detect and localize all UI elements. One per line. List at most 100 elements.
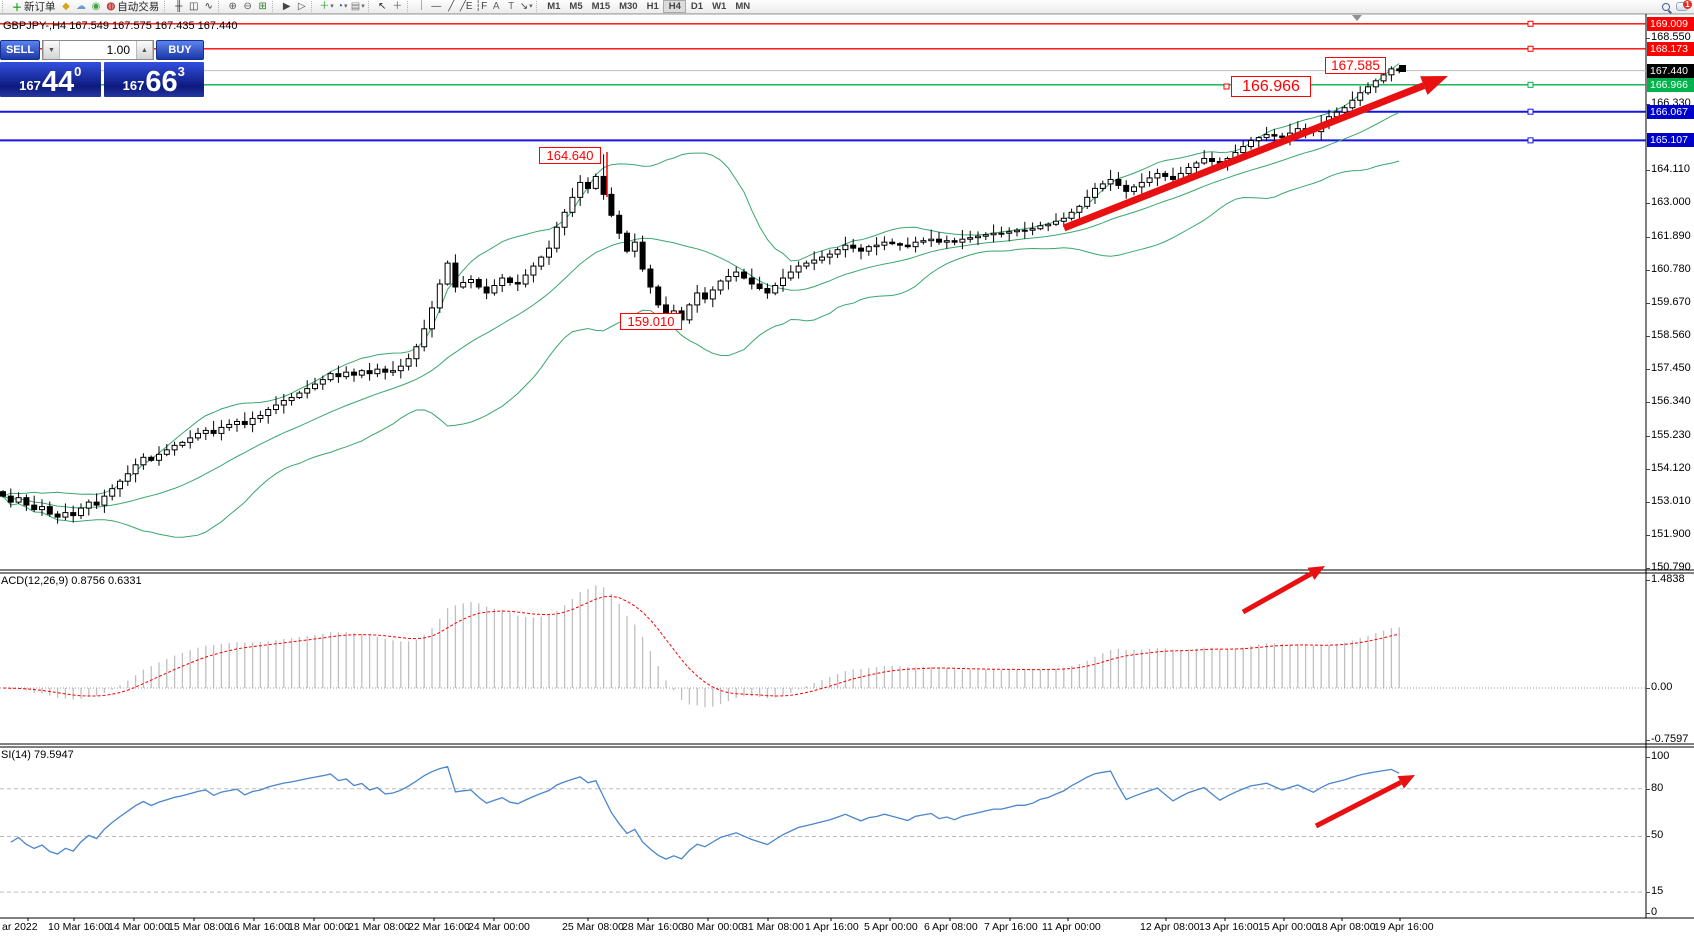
time-axis-label: 7 Apr 16:00 bbox=[984, 921, 1038, 933]
horizontal-level-lines bbox=[0, 15, 1646, 144]
trend-arrow-head[interactable] bbox=[1307, 566, 1325, 580]
time-axis-label: 11 Apr 00:00 bbox=[1042, 921, 1101, 933]
timeframe-m30[interactable]: M30 bbox=[619, 1, 638, 12]
templates-icon[interactable]: ▤ ▾ bbox=[350, 1, 365, 12]
trendline-icon[interactable]: ╱ bbox=[448, 1, 455, 12]
price-tick-label: 159.670 bbox=[1646, 295, 1691, 308]
timeframe-m15[interactable]: M15 bbox=[591, 1, 611, 12]
volume-stepper: ▼ 1.00 ▲ bbox=[42, 40, 154, 60]
buy-price-sup: 3 bbox=[177, 64, 185, 79]
dropdown-arrow-icon: ▾ bbox=[330, 3, 334, 10]
price-tick-label: 158.560 bbox=[1646, 329, 1691, 341]
timeframe-m5[interactable]: M5 bbox=[569, 1, 583, 12]
time-axis-label: 16 Mar 16:00 bbox=[228, 921, 290, 933]
price-tick-label: 163.000 bbox=[1646, 196, 1691, 209]
auto-scroll-icon[interactable]: ▶ bbox=[282, 1, 291, 12]
volume-increase-button[interactable]: ▲ bbox=[136, 41, 153, 59]
horizontal-line-icon[interactable]: — bbox=[431, 1, 442, 12]
macd-axis-label: 1.4838 bbox=[1646, 573, 1685, 585]
axis-drag-triangle-icon[interactable] bbox=[1352, 15, 1362, 21]
toolbar-separator bbox=[367, 1, 373, 12]
text-icon[interactable]: A bbox=[492, 1, 500, 12]
trend-arrow[interactable] bbox=[1062, 82, 1426, 232]
level-line-handle[interactable] bbox=[1527, 81, 1534, 88]
toolbar: ＋新订单 ◆ ☁ ◉ ◍ 自动交易 ╫ ◫ ∿ ⊕ ⊖ ⊞ ▶ ▷ ＋ ▾ ◔ ▾ ▤ ▾ ↖ ＋ ｜ — ╱ ╱E ┆F A T ↘ ▾ M… bbox=[0, 0, 1694, 14]
price-tick-label: 154.120 bbox=[1646, 461, 1691, 474]
equidistant-channel-icon[interactable]: ╱E bbox=[459, 1, 473, 12]
volume-decrease-button[interactable]: ▼ bbox=[43, 41, 60, 59]
macd-axis-label: -0.7597 bbox=[1645, 733, 1689, 745]
macd-indicator-label: ACD(12,26,9) 0.8756 0.6331 bbox=[1, 575, 142, 587]
crosshair-icon[interactable]: ＋ bbox=[392, 1, 403, 12]
timeframe-h4[interactable]: H4 bbox=[663, 0, 687, 13]
time-axis-label: 13 Apr 16:00 bbox=[1199, 921, 1259, 933]
fibonacci-icon[interactable]: ┆F bbox=[475, 1, 488, 12]
timeframe-mn[interactable]: MN bbox=[735, 1, 751, 12]
sell-price-prefix: 167 bbox=[19, 78, 41, 93]
ohlc-bars-chart-icon[interactable]: ╫ bbox=[175, 1, 183, 12]
level-line-handle[interactable] bbox=[1527, 137, 1534, 144]
auto-trading-button[interactable]: ◍ 自动交易 bbox=[104, 0, 163, 13]
new-order-button[interactable]: ＋新订单 bbox=[9, 0, 59, 14]
sell-price-sup: 0 bbox=[74, 64, 82, 79]
candlestick-chart-icon[interactable]: ◫ bbox=[189, 1, 199, 12]
indicators-icon[interactable]: ＋ ▾ bbox=[319, 1, 334, 12]
price-tick-label: 160.780 bbox=[1646, 262, 1691, 275]
level-line-handle[interactable] bbox=[1527, 20, 1534, 27]
annotations bbox=[606, 65, 1448, 829]
time-axis-label: 22 Mar 16:00 bbox=[408, 921, 470, 933]
search-icon[interactable] bbox=[1662, 2, 1670, 11]
macd-axis-label: 0.00 bbox=[1645, 681, 1673, 693]
tile-windows-icon[interactable]: ⊞ bbox=[258, 1, 267, 12]
toolbar-separator bbox=[164, 1, 169, 12]
price-annotation-label[interactable]: 159.010 bbox=[620, 313, 682, 330]
rsi-axis-label: 0 bbox=[1645, 906, 1658, 918]
chat-icon[interactable]: 1 bbox=[1676, 0, 1692, 11]
timeframe-d1[interactable]: D1 bbox=[690, 1, 704, 12]
market-watch-icon[interactable]: ◆ bbox=[62, 1, 70, 12]
trend-arrow[interactable] bbox=[1241, 571, 1313, 615]
object-anchor-square[interactable] bbox=[1399, 65, 1406, 72]
bollinger-bands bbox=[2, 63, 1400, 538]
time-axis-label: 25 Mar 08:00 bbox=[562, 921, 624, 933]
trend-arrow-head[interactable] bbox=[1397, 775, 1415, 789]
toolbar-separator bbox=[218, 1, 223, 12]
timeframe-h1[interactable]: H1 bbox=[646, 1, 659, 12]
time-axis-label: 14 Mar 00:00 bbox=[108, 921, 170, 933]
line-chart-icon[interactable]: ∿ bbox=[204, 1, 213, 12]
buy-price-panel[interactable]: 167 66 3 bbox=[103, 62, 204, 97]
price-tick-label: 168.550 bbox=[1646, 30, 1691, 43]
arrows-icon[interactable]: ↘ ▾ bbox=[519, 1, 533, 12]
price-badge-166.067: 166.067 bbox=[1647, 104, 1694, 119]
timeframe-m1[interactable]: M1 bbox=[547, 1, 561, 12]
trend-arrow-head[interactable] bbox=[1420, 76, 1448, 95]
time-axis-label: 5 Apr 00:00 bbox=[864, 921, 918, 933]
chart-shift-icon[interactable]: ▷ bbox=[297, 1, 306, 12]
bollinger-middle-band bbox=[2, 111, 1400, 509]
sell-price-panel[interactable]: 167 44 0 bbox=[0, 62, 101, 97]
volume-input[interactable]: 1.00 bbox=[106, 43, 130, 57]
buy-button[interactable]: BUY bbox=[156, 40, 204, 60]
label-handle[interactable] bbox=[1223, 83, 1230, 90]
level-line-handle[interactable] bbox=[1527, 45, 1534, 52]
price-annotation-label[interactable]: 166.966 bbox=[1231, 76, 1311, 97]
price-annotation-label[interactable]: 167.585 bbox=[1325, 57, 1386, 74]
signals-icon[interactable]: ◉ bbox=[91, 1, 101, 12]
zoom-out-icon[interactable]: ⊖ bbox=[243, 1, 252, 12]
vertical-line-icon[interactable]: ｜ bbox=[416, 1, 427, 12]
timeframe-w1[interactable]: W1 bbox=[712, 1, 727, 12]
candles bbox=[0, 66, 1403, 524]
toolbar-separator bbox=[406, 1, 412, 12]
price-badge-166.966: 166.966 bbox=[1647, 77, 1694, 92]
zoom-in-icon[interactable]: ⊕ bbox=[228, 1, 237, 12]
periods-icon[interactable]: ◔ ▾ bbox=[336, 1, 348, 12]
price-annotation-label[interactable]: 164.640 bbox=[539, 147, 601, 164]
toolbar-separator bbox=[2, 1, 7, 12]
level-line-handle[interactable] bbox=[1527, 108, 1534, 115]
cursor-icon[interactable]: ↖ bbox=[378, 1, 387, 12]
text-label-icon[interactable]: T bbox=[508, 1, 515, 12]
trend-arrow[interactable] bbox=[1314, 780, 1402, 829]
data-window-cloud-icon[interactable]: ☁ bbox=[76, 1, 86, 12]
sell-button[interactable]: SELL bbox=[0, 40, 40, 60]
